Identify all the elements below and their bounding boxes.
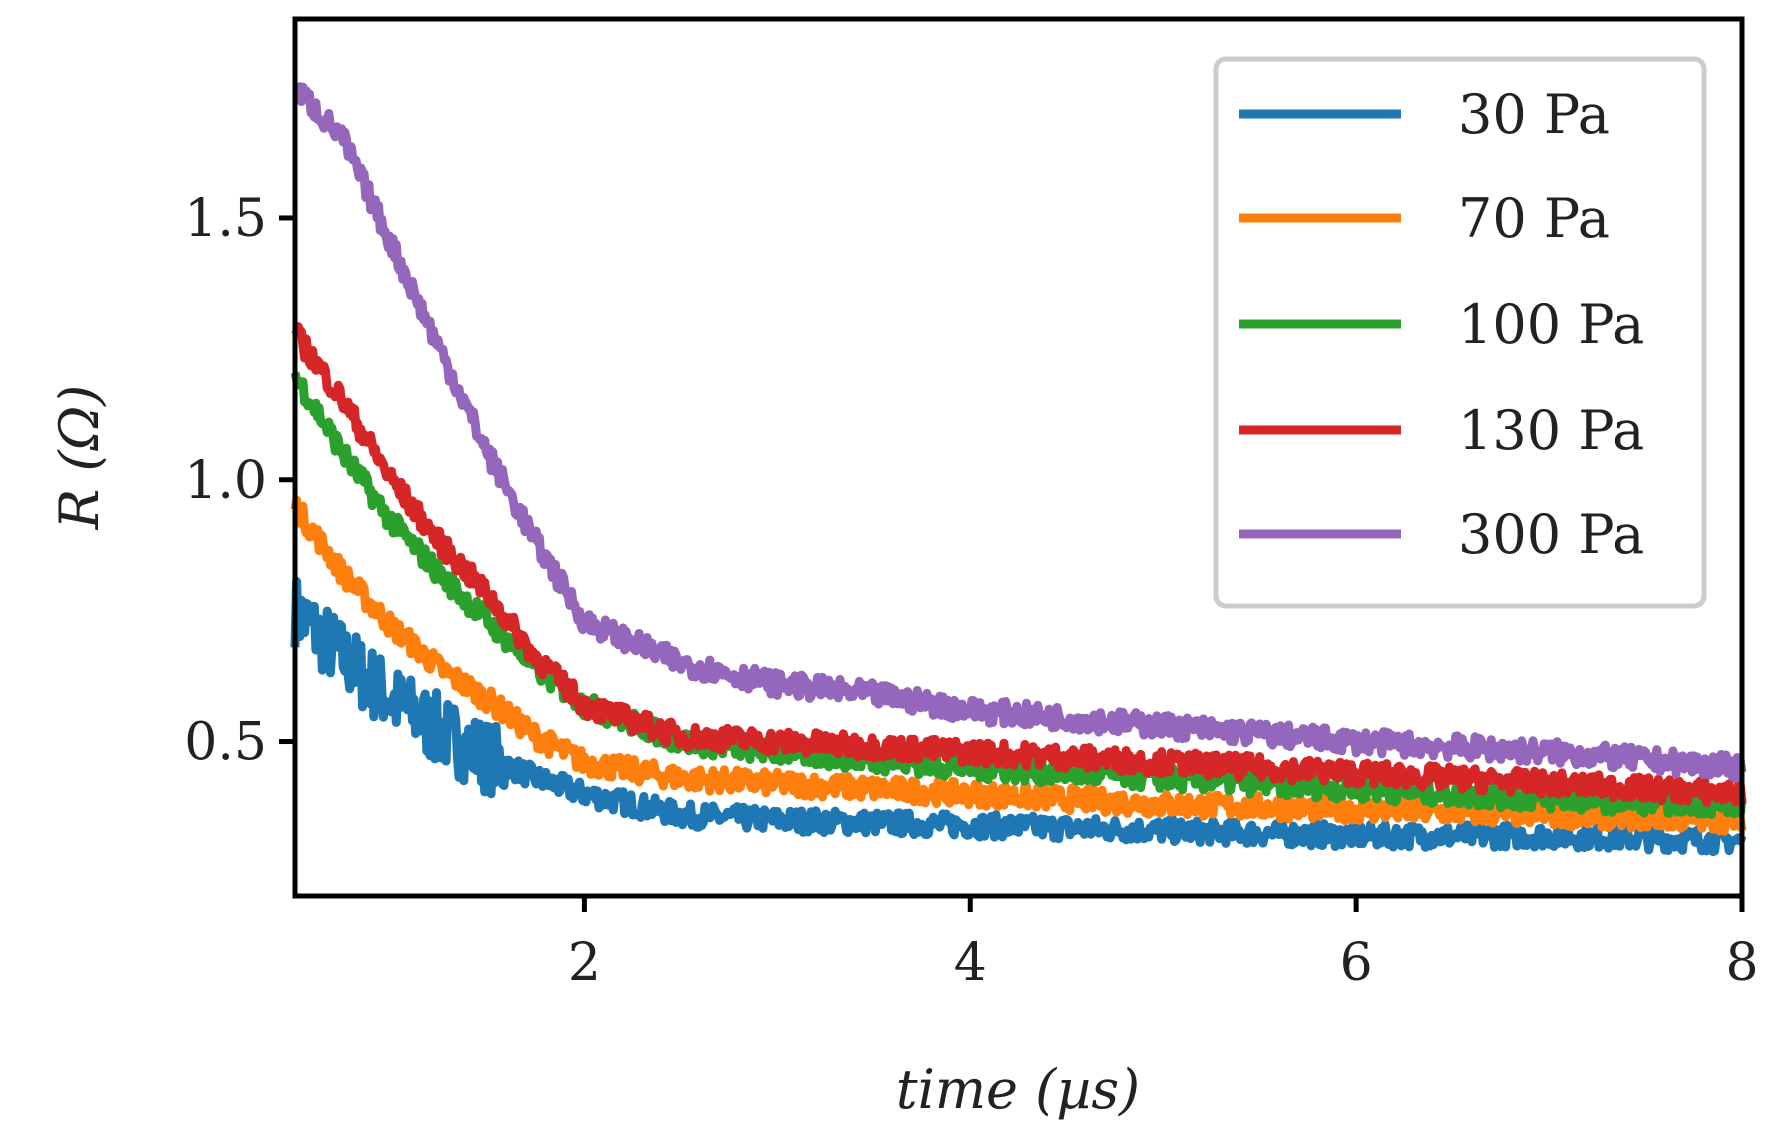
legend-label: 130 Pa — [1458, 399, 1644, 462]
x-tick-label: 6 — [1340, 933, 1373, 993]
legend-box — [1213, 56, 1707, 609]
y-axis-ticks: 0.5 1.0 1.5 — [184, 189, 295, 773]
x-tick-label: 4 — [954, 933, 987, 993]
legend-label: 30 Pa — [1458, 83, 1610, 146]
series-lines — [290, 82, 1747, 857]
y-tick-label: 1.0 — [184, 451, 267, 511]
x-tick-label: 2 — [568, 933, 601, 993]
series-line-70-pa — [290, 495, 1747, 836]
series-line-130-pa — [291, 322, 1747, 807]
x-axis-ticks: 2 4 6 8 — [568, 896, 1759, 993]
axes-frame — [292, 16, 1745, 899]
legend-label: 300 Pa — [1458, 503, 1644, 566]
series-line-30-pa — [290, 576, 1747, 857]
legend-label: 70 Pa — [1458, 187, 1610, 250]
legend: 30 Pa 70 Pa 100 Pa 130 Pa 300 Pa — [1213, 56, 1707, 609]
series-line-300-pa — [292, 82, 1747, 783]
legend-label: 100 Pa — [1458, 293, 1644, 356]
x-tick-label: 8 — [1725, 933, 1758, 993]
y-axis-label: R (Ω) — [48, 385, 111, 531]
x-axis-label: time (µs) — [896, 1058, 1140, 1121]
y-tick-label: 0.5 — [184, 713, 267, 773]
y-tick-label: 1.5 — [184, 189, 267, 249]
